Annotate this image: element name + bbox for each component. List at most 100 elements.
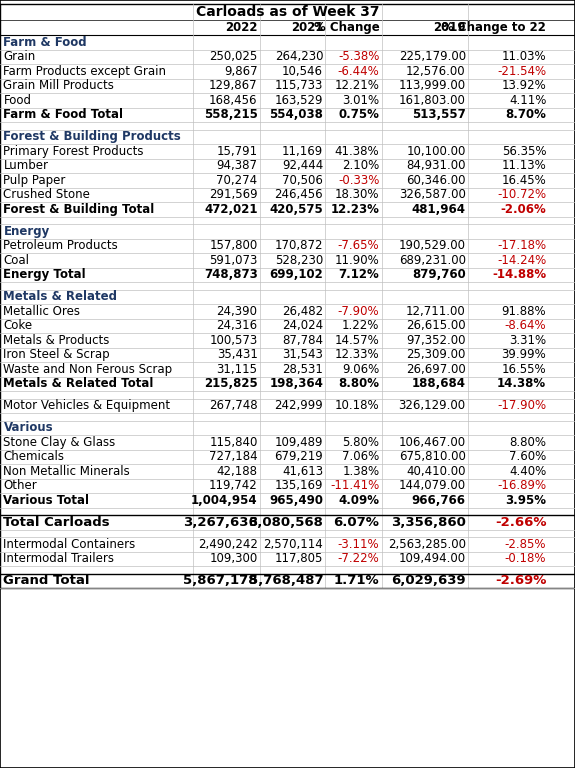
Text: 267,748: 267,748 — [209, 399, 258, 412]
Text: 5,768,487: 5,768,487 — [248, 574, 323, 588]
Text: 7.12%: 7.12% — [339, 268, 380, 281]
Text: 727,184: 727,184 — [209, 450, 258, 463]
Text: Iron Steel & Scrap: Iron Steel & Scrap — [3, 348, 110, 361]
Text: -2.66%: -2.66% — [494, 516, 546, 528]
Text: 94,387: 94,387 — [217, 159, 258, 172]
Text: 242,999: 242,999 — [274, 399, 323, 412]
Text: 12,711.00: 12,711.00 — [406, 305, 466, 318]
Text: -17.18%: -17.18% — [497, 240, 546, 252]
Text: 3,080,568: 3,080,568 — [248, 516, 323, 528]
Text: 14.38%: 14.38% — [497, 377, 546, 390]
Text: Metals & Products: Metals & Products — [3, 334, 110, 346]
Text: Other: Other — [3, 479, 37, 492]
Text: 3.31%: 3.31% — [509, 334, 546, 346]
Text: Motor Vehicles & Equipment: Motor Vehicles & Equipment — [3, 399, 171, 412]
Text: 25,309.00: 25,309.00 — [407, 348, 466, 361]
Text: 24,316: 24,316 — [216, 319, 258, 333]
Text: 6.07%: 6.07% — [334, 516, 380, 528]
Text: 2,563,285.00: 2,563,285.00 — [388, 538, 466, 551]
Text: 12.33%: 12.33% — [335, 348, 380, 361]
Text: -6.44%: -6.44% — [338, 65, 380, 78]
Text: % Change to 22: % Change to 22 — [442, 21, 546, 34]
Text: Lumber: Lumber — [3, 159, 48, 172]
Text: 26,615.00: 26,615.00 — [406, 319, 466, 333]
Text: 115,840: 115,840 — [209, 435, 258, 449]
Text: 31,543: 31,543 — [282, 348, 323, 361]
Text: Farm Products except Grain: Farm Products except Grain — [3, 65, 166, 78]
Text: 11.90%: 11.90% — [335, 253, 380, 266]
Text: -7.90%: -7.90% — [338, 305, 380, 318]
Text: -14.88%: -14.88% — [492, 268, 546, 281]
Text: Metals & Related: Metals & Related — [3, 290, 117, 303]
Text: 12.21%: 12.21% — [335, 79, 380, 92]
Text: Petroleum Products: Petroleum Products — [3, 240, 118, 252]
Text: 9.06%: 9.06% — [342, 362, 380, 376]
Text: 528,230: 528,230 — [275, 253, 323, 266]
Text: -17.90%: -17.90% — [497, 399, 546, 412]
Text: 291,569: 291,569 — [209, 188, 258, 201]
Text: 70,506: 70,506 — [282, 174, 323, 187]
Text: 215,825: 215,825 — [204, 377, 258, 390]
Text: 965,490: 965,490 — [269, 494, 323, 507]
Text: 481,964: 481,964 — [412, 203, 466, 216]
Text: 11.13%: 11.13% — [501, 159, 546, 172]
Text: 168,456: 168,456 — [209, 94, 258, 107]
Text: 31,115: 31,115 — [217, 362, 258, 376]
Text: 12,576.00: 12,576.00 — [406, 65, 466, 78]
Text: Metallic Ores: Metallic Ores — [3, 305, 81, 318]
Text: -2.69%: -2.69% — [495, 574, 546, 588]
Text: 15,791: 15,791 — [216, 144, 258, 157]
Text: -0.33%: -0.33% — [338, 174, 380, 187]
Text: Carloads as of Week 37: Carloads as of Week 37 — [196, 5, 380, 19]
Text: 70,274: 70,274 — [216, 174, 258, 187]
Text: 40,410.00: 40,410.00 — [407, 465, 466, 478]
Text: 100,573: 100,573 — [209, 334, 258, 346]
Text: 13.92%: 13.92% — [501, 79, 546, 92]
Text: Grain Mill Products: Grain Mill Products — [3, 79, 114, 92]
Text: 748,873: 748,873 — [204, 268, 258, 281]
Text: 675,810.00: 675,810.00 — [399, 450, 466, 463]
Text: 8.80%: 8.80% — [509, 435, 546, 449]
Text: 109,494.00: 109,494.00 — [398, 552, 466, 565]
Text: 14.57%: 14.57% — [335, 334, 380, 346]
Text: 60,346.00: 60,346.00 — [407, 174, 466, 187]
Text: 35,431: 35,431 — [217, 348, 258, 361]
Text: 157,800: 157,800 — [209, 240, 258, 252]
Text: 161,803.00: 161,803.00 — [399, 94, 466, 107]
Text: 1.22%: 1.22% — [342, 319, 380, 333]
Text: 10.18%: 10.18% — [335, 399, 380, 412]
Text: 11.03%: 11.03% — [501, 50, 546, 63]
Text: Coke: Coke — [3, 319, 33, 333]
Text: 12.23%: 12.23% — [331, 203, 380, 216]
Text: 16.45%: 16.45% — [501, 174, 546, 187]
Text: Pulp Paper: Pulp Paper — [3, 174, 66, 187]
Text: 6,029,639: 6,029,639 — [391, 574, 466, 588]
Text: 2022: 2022 — [225, 21, 258, 34]
Text: 97,352.00: 97,352.00 — [407, 334, 466, 346]
Text: Total Carloads: Total Carloads — [3, 516, 110, 528]
Text: 109,300: 109,300 — [209, 552, 258, 565]
Text: 28,531: 28,531 — [282, 362, 323, 376]
Text: 4.09%: 4.09% — [339, 494, 380, 507]
Text: 558,215: 558,215 — [204, 108, 258, 121]
Text: -21.54%: -21.54% — [497, 65, 546, 78]
Text: 163,529: 163,529 — [275, 94, 323, 107]
Text: -16.89%: -16.89% — [497, 479, 546, 492]
Text: -14.24%: -14.24% — [497, 253, 546, 266]
Text: Forest & Building Total: Forest & Building Total — [3, 203, 155, 216]
Text: 326,587.00: 326,587.00 — [399, 188, 466, 201]
Text: 420,575: 420,575 — [270, 203, 323, 216]
Text: 129,867: 129,867 — [209, 79, 258, 92]
Text: 24,390: 24,390 — [217, 305, 258, 318]
Text: 1.38%: 1.38% — [342, 465, 380, 478]
Text: -2.85%: -2.85% — [505, 538, 546, 551]
Text: Farm & Food: Farm & Food — [3, 36, 87, 48]
Text: Various: Various — [3, 422, 53, 434]
Text: 190,529.00: 190,529.00 — [398, 240, 466, 252]
Text: 41.38%: 41.38% — [335, 144, 380, 157]
Text: 554,038: 554,038 — [269, 108, 323, 121]
Text: 119,742: 119,742 — [209, 479, 258, 492]
Text: 18.30%: 18.30% — [335, 188, 380, 201]
Text: 113,999.00: 113,999.00 — [398, 79, 466, 92]
Text: 8.80%: 8.80% — [339, 377, 380, 390]
